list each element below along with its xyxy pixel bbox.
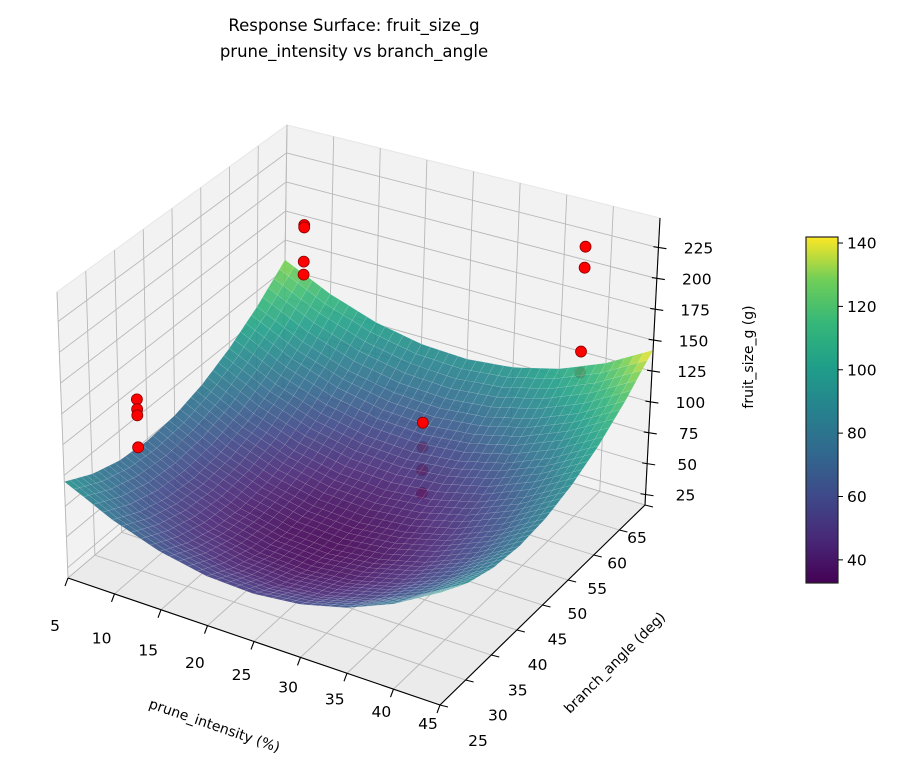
scatter-point: [131, 394, 142, 405]
colorbar-tick-label: 80: [847, 425, 867, 443]
x-tick-label: 20: [185, 654, 205, 672]
z-tick-label: 100: [676, 394, 706, 412]
colorbar-tick-label: 100: [847, 361, 877, 379]
scatter-point: [298, 256, 309, 267]
z-tick-label: 150: [679, 332, 709, 350]
scatter-point: [132, 410, 143, 421]
scatter-point: [580, 241, 591, 252]
colorbar: [806, 237, 838, 583]
y-tick: [543, 605, 551, 607]
z-tick-label: 175: [680, 301, 710, 319]
z-axis-label: fruit_size_g (g): [741, 305, 757, 408]
chart-title-line1: Response Surface: fruit_size_g: [228, 16, 479, 36]
y-tick-label: 65: [627, 529, 647, 547]
y-tick: [491, 655, 499, 657]
y-axis-label: branch_angle (deg): [561, 609, 669, 717]
scatter-point: [417, 417, 428, 428]
x-tick: [344, 673, 347, 681]
z-tick-label: 75: [679, 425, 699, 443]
y-tick-label: 25: [468, 732, 488, 750]
z-tick-label: 225: [684, 240, 714, 258]
y-tick-label: 30: [488, 707, 508, 725]
x-tick: [112, 594, 115, 602]
y-tick: [517, 630, 525, 632]
colorbar-tick-label: 120: [847, 298, 877, 316]
x-tick-label: 15: [138, 642, 158, 660]
x-tick-label: 40: [372, 703, 392, 721]
x-tick-label: 25: [232, 666, 252, 684]
z-tick-label: 200: [682, 271, 712, 289]
y-tick: [440, 705, 448, 707]
x-tick-label: 30: [278, 678, 298, 696]
x-tick-label: 45: [418, 715, 438, 733]
y-tick: [594, 555, 602, 557]
scatter-point: [133, 442, 144, 453]
chart-title-line2: prune_intensity vs branch_angle: [220, 42, 488, 62]
y-tick-label: 35: [508, 681, 528, 699]
y-tick-label: 60: [607, 554, 627, 572]
scatter-point: [576, 346, 587, 357]
scatter-point: [299, 222, 310, 233]
z-tick-label: 125: [677, 363, 707, 381]
y-tick: [568, 580, 576, 582]
x-tick: [158, 610, 161, 618]
y-tick-label: 55: [587, 580, 607, 598]
scatter-point: [298, 269, 309, 280]
y-tick: [466, 680, 474, 682]
x-tick: [391, 689, 394, 697]
x-tick-label: 5: [50, 617, 60, 635]
y-tick-label: 40: [528, 656, 548, 674]
x-tick-label: 10: [92, 629, 112, 647]
x-tick: [437, 705, 440, 713]
x-tick-label: 35: [325, 691, 345, 709]
x-axis-label: prune_intensity (%): [147, 696, 282, 756]
colorbar-tick-label: 40: [847, 551, 867, 569]
x-tick: [205, 626, 208, 634]
x-tick: [65, 578, 68, 586]
colorbar-tick-label: 140: [847, 235, 877, 253]
colorbar-tick-label: 60: [847, 488, 867, 506]
y-tick: [645, 505, 653, 507]
y-tick-label: 45: [548, 631, 568, 649]
z-tick-label: 50: [677, 456, 697, 474]
y-tick-label: 50: [568, 605, 588, 623]
colorbar-ticks: 40 60 80 100 120 140: [838, 235, 877, 570]
x-tick: [298, 657, 301, 665]
scatter-point: [579, 262, 590, 273]
z-tick-label: 25: [676, 487, 696, 505]
x-tick: [251, 642, 254, 650]
